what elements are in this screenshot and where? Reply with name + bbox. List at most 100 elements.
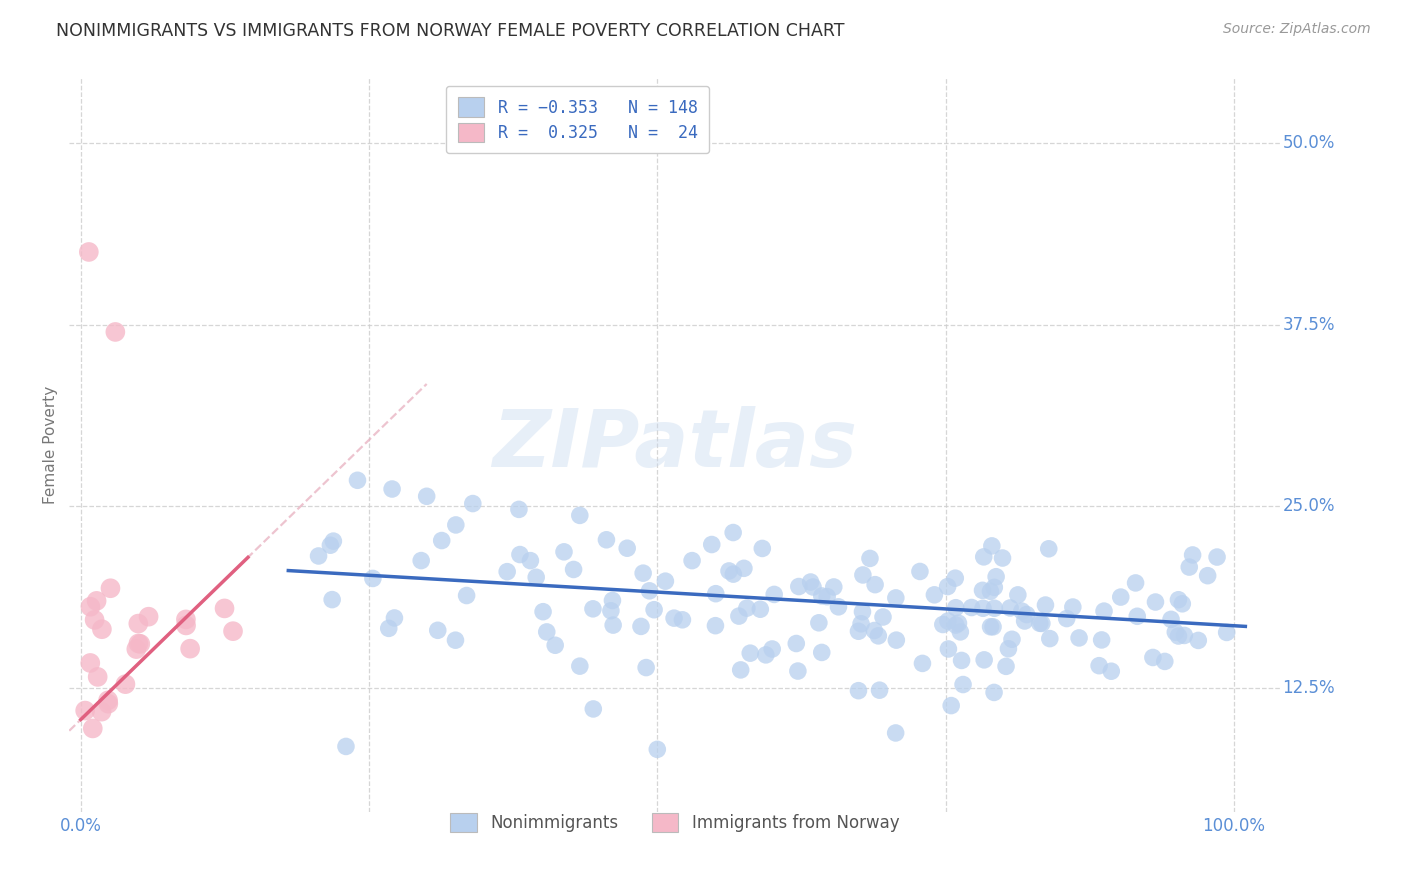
Point [973,549,995,564]
Point [508,502,530,516]
Point [97,693,120,707]
Point [763,587,786,601]
Point [1007,588,1029,602]
Point [125,642,148,657]
Point [787,580,810,594]
Point [1092,604,1115,618]
Point [1109,590,1132,604]
Point [998,601,1021,615]
Point [426,624,449,638]
Point [1167,629,1189,643]
Point [859,551,882,566]
Point [430,533,453,548]
Point [568,508,591,523]
Point [981,620,1004,634]
Point [1039,632,1062,646]
Point [127,636,149,650]
Point [1197,568,1219,582]
Point [810,589,832,603]
Point [1206,550,1229,565]
Point [114,677,136,691]
Point [851,605,873,619]
Point [519,554,541,568]
Point [536,624,558,639]
Legend: Nonimmigrants, Immigrants from Norway: Nonimmigrants, Immigrants from Norway [439,801,911,844]
Point [444,517,467,532]
Point [77,244,100,259]
Point [1029,616,1052,631]
Point [1067,631,1090,645]
Point [599,604,621,618]
Point [1144,595,1167,609]
Point [852,568,875,582]
Text: 37.5%: 37.5% [1282,316,1334,334]
Point [945,600,967,615]
Point [322,534,344,549]
Point [361,571,384,585]
Point [980,620,1002,634]
Point [1001,632,1024,647]
Point [524,570,547,584]
Point [595,533,617,547]
Point [952,677,974,691]
Point [733,561,755,575]
Point [602,593,624,607]
Point [1062,600,1084,615]
Point [411,553,433,567]
Point [884,726,907,740]
Point [936,580,959,594]
Point [945,618,967,632]
Point [662,611,685,625]
Point [179,641,201,656]
Point [1178,560,1201,574]
Text: ZIPatlas: ZIPatlas [492,406,858,483]
Point [991,551,1014,566]
Point [104,325,127,339]
Point [1142,650,1164,665]
Point [721,525,744,540]
Point [983,685,1005,699]
Point [848,683,870,698]
Point [79,599,101,614]
Point [972,583,994,598]
Point [869,683,891,698]
Point [1088,658,1111,673]
Y-axis label: Female Poverty: Female Poverty [44,385,58,504]
Point [1126,609,1149,624]
Point [755,648,778,662]
Point [461,497,484,511]
Point [90,705,112,719]
Point [800,574,823,589]
Point [761,642,783,657]
Point [704,587,727,601]
Point [823,580,845,594]
Point [562,562,585,576]
Point [582,702,605,716]
Point [983,601,1005,615]
Point [531,605,554,619]
Point [1031,616,1053,631]
Point [384,611,406,625]
Point [321,592,343,607]
Point [86,670,108,684]
Text: 25.0%: 25.0% [1282,498,1334,516]
Point [950,653,973,667]
Point [544,638,567,652]
Point [704,618,727,632]
Point [636,660,658,674]
Text: 12.5%: 12.5% [1282,680,1336,698]
Point [127,616,149,631]
Point [1167,592,1189,607]
Point [1181,548,1204,562]
Point [456,589,478,603]
Point [602,618,624,632]
Point [908,565,931,579]
Point [718,564,741,578]
Point [643,603,665,617]
Point [911,657,934,671]
Point [1171,597,1194,611]
Point [377,621,399,635]
Point [616,541,638,556]
Point [553,545,575,559]
Point [582,602,605,616]
